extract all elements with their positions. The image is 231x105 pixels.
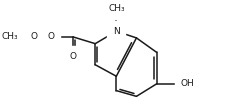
Text: O: O bbox=[30, 32, 37, 41]
Text: O: O bbox=[70, 52, 77, 61]
Text: O: O bbox=[48, 32, 55, 41]
Text: CH₃: CH₃ bbox=[108, 4, 125, 13]
Text: N: N bbox=[113, 27, 120, 36]
Text: CH₃: CH₃ bbox=[2, 32, 19, 41]
Text: OH: OH bbox=[180, 79, 194, 88]
